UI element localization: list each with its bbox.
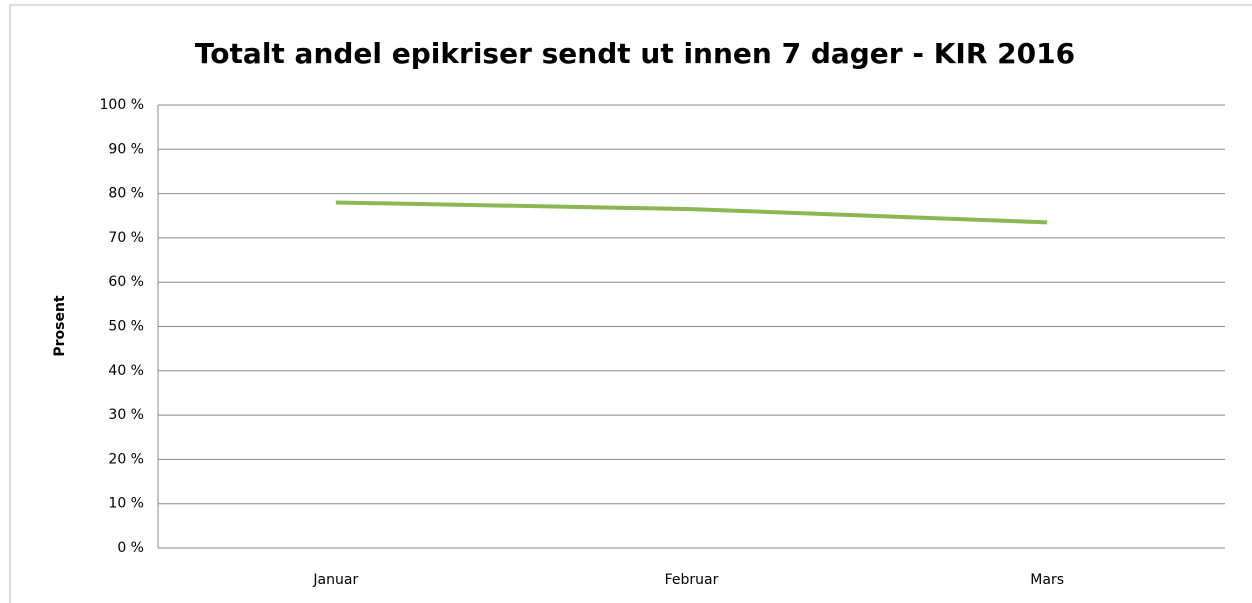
y-tick-label: 70 %	[108, 230, 144, 246]
chart-title: Totalt andel epikriser sendt ut innen 7 …	[195, 37, 1075, 70]
y-tick-label: 90 %	[108, 141, 144, 157]
y-tick-label: 0 %	[117, 540, 144, 556]
y-tick-label: 50 %	[108, 319, 144, 335]
x-tick-label: Januar	[312, 572, 358, 588]
y-tick-label: 60 %	[108, 274, 144, 290]
y-tick-label: 100 %	[100, 97, 144, 113]
x-tick-label: Mars	[1030, 572, 1064, 588]
y-tick-label: 20 %	[108, 451, 144, 467]
y-tick-label: 10 %	[108, 496, 144, 512]
y-tick-label: 30 %	[108, 407, 144, 423]
y-tick-label: 40 %	[108, 363, 144, 379]
y-axis-label: Prosent	[52, 295, 68, 357]
data-line	[335, 200, 1048, 225]
chart-frame	[9, 4, 1252, 603]
y-tick-label: 80 %	[108, 186, 144, 202]
x-tick-label: Februar	[665, 572, 719, 588]
